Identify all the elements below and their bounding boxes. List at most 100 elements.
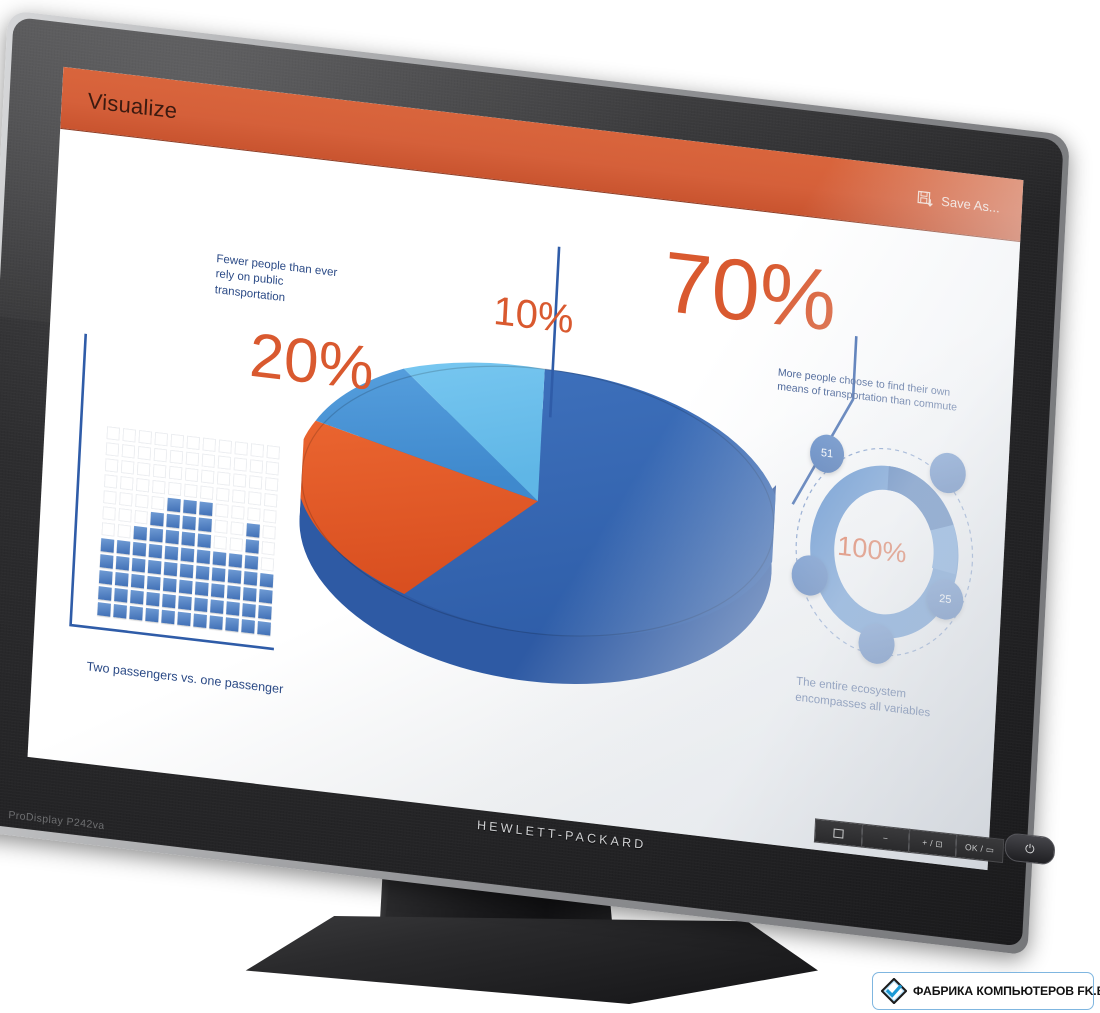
waffle-cell-filled	[226, 585, 241, 600]
waffle-cell-filled	[147, 559, 162, 575]
waffle-cell-filled	[259, 573, 274, 588]
waffle-cell-empty	[170, 433, 185, 449]
waffle-cell-filled	[180, 547, 195, 563]
save-floppy-down-arrow-icon	[917, 190, 935, 209]
osd-minus-button[interactable]: −	[860, 823, 910, 853]
waffle-cell-empty	[217, 455, 232, 470]
waffle-cell-filled	[164, 545, 179, 561]
waffle-cell-filled	[116, 540, 131, 555]
waffle-cell-empty	[231, 505, 245, 520]
waffle-cell-filled	[211, 567, 226, 582]
waffle-cell-empty	[263, 509, 277, 524]
waffle-cell-empty	[122, 428, 137, 443]
waffle-cell-empty	[247, 507, 261, 522]
waffle-cell-filled	[197, 533, 212, 549]
waffle-cell-empty	[214, 519, 228, 534]
waffle-cell-filled	[246, 523, 260, 538]
waffle-cell-empty	[137, 445, 152, 461]
waffle-cell-filled	[178, 579, 193, 595]
waffle-cell-filled	[179, 563, 194, 579]
donut-chart-cluster[interactable]: 100% 51 25	[784, 431, 985, 673]
menu-icon	[833, 827, 844, 839]
waffle-cell-filled	[148, 543, 163, 559]
waffle-cell-empty	[168, 465, 183, 481]
waffle-cell-empty	[134, 509, 148, 525]
waffle-cell-empty	[232, 473, 247, 488]
note-public-transportation: Fewer people than ever rely on public tr…	[214, 252, 338, 304]
note-ecosystem: The entire ecosystem encompasses all var…	[794, 675, 931, 719]
waffle-cell-filled	[150, 511, 164, 527]
waffle-cell-filled	[163, 561, 178, 577]
waffle-cell-empty	[119, 492, 133, 507]
waffle-cell-filled	[166, 513, 180, 529]
osd-menu-button[interactable]	[813, 818, 863, 848]
waffle-cell-filled	[225, 617, 239, 632]
waffle-cell-filled	[181, 531, 196, 547]
plus-input-icon: + / ⊡	[921, 836, 944, 849]
waffle-cell-empty	[152, 463, 167, 479]
waffle-cell-empty	[153, 447, 168, 463]
label-70-percent: 70%	[661, 233, 839, 350]
waffle-cell-empty	[230, 521, 244, 536]
osd-plus-input-button[interactable]: + / ⊡	[907, 828, 957, 858]
waffle-chart[interactable]	[97, 426, 281, 636]
waffle-cell-filled	[212, 551, 227, 566]
waffle-cell-empty	[201, 453, 216, 469]
waffle-cell-filled	[149, 527, 164, 543]
waffle-cell-empty	[154, 431, 169, 447]
waffle-cell-filled	[131, 557, 146, 573]
waffle-cell-empty	[249, 459, 264, 474]
waffle-cell-empty	[216, 471, 231, 486]
waffle-cell-filled	[198, 517, 212, 533]
waffle-cell-filled	[130, 573, 145, 589]
waffle-cell-filled	[165, 529, 180, 545]
waffle-cell-filled	[114, 588, 128, 603]
waffle-cell-empty	[264, 477, 279, 492]
waffle-cell-filled	[162, 577, 177, 593]
osd-ok-button[interactable]: OK / ▭	[954, 833, 1005, 864]
ok-display-icon: OK / ▭	[964, 841, 995, 855]
waffle-cell-filled	[209, 615, 223, 630]
waffle-cell-empty	[265, 461, 280, 476]
power-button[interactable]: ⏻	[1004, 832, 1056, 866]
waffle-cell-filled	[130, 589, 144, 605]
waffle-cell-filled	[183, 499, 197, 515]
waffle-cell-empty	[202, 437, 217, 453]
save-as-button[interactable]: Save As...	[917, 190, 1000, 217]
waffle-cell-empty	[103, 474, 118, 489]
waffle-cell-empty	[183, 483, 198, 499]
waffle-cell-empty	[234, 441, 249, 456]
waffle-cell-empty	[118, 508, 132, 523]
waffle-cell-empty	[250, 443, 265, 458]
page-title: Visualize	[87, 87, 178, 123]
waffle-cell-filled	[245, 539, 260, 554]
waffle-cell-empty	[121, 444, 136, 459]
watermark: ФАБРИКА КОМПЬЮТЕРОВ FK.BY	[872, 972, 1100, 1010]
waffle-cell-empty	[103, 490, 117, 505]
waffle-cell-filled	[114, 572, 129, 587]
waffle-cell-empty	[104, 458, 119, 473]
waffle-cell-filled	[242, 587, 257, 602]
waffle-cell-empty	[248, 475, 263, 490]
waffle-cell-filled	[115, 556, 130, 571]
screen: Visualize Save As...	[27, 66, 1024, 871]
waffle-cell-empty	[184, 467, 199, 483]
waffle-cell-filled	[228, 553, 243, 568]
waffle-cell-empty	[215, 487, 230, 502]
waffle-cell-filled	[258, 589, 273, 604]
waffle-cell-filled	[196, 549, 211, 565]
label-10-percent: 10%	[492, 288, 575, 343]
note-own-transportation: More people choose to find their own mea…	[776, 366, 958, 414]
waffle-cell-filled	[243, 571, 258, 586]
waffle-cell-empty	[117, 524, 132, 539]
save-as-label: Save As...	[940, 193, 1001, 216]
waffle-cell-empty	[120, 460, 135, 475]
waffle-cell-empty	[101, 522, 116, 537]
waffle-cell-filled	[226, 601, 240, 616]
waffle-cell-empty	[119, 476, 134, 491]
waffle-cell-empty	[199, 485, 214, 501]
waffle-cell-filled	[227, 569, 242, 584]
waffle-cell-empty	[231, 489, 246, 504]
waffle-cell-empty	[247, 491, 262, 506]
